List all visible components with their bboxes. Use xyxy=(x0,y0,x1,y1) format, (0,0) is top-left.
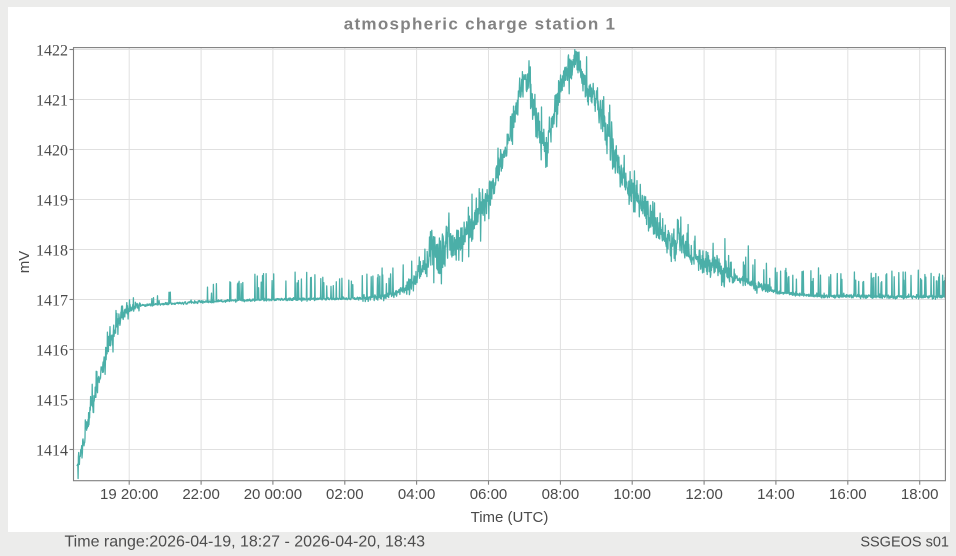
svg-text:19 20:00: 19 20:00 xyxy=(100,486,158,503)
svg-text:20 00:00: 20 00:00 xyxy=(244,486,302,503)
svg-text:Time range:2026-04-19, 18:27 -: Time range:2026-04-19, 18:27 - 2026-04-2… xyxy=(65,534,426,551)
svg-text:1419: 1419 xyxy=(36,193,68,210)
svg-text:atmospheric charge station 1: atmospheric charge station 1 xyxy=(344,15,617,34)
svg-text:16:00: 16:00 xyxy=(829,486,867,503)
svg-text:04:00: 04:00 xyxy=(398,486,436,503)
svg-text:1414: 1414 xyxy=(36,443,68,460)
svg-text:Time (UTC): Time (UTC) xyxy=(471,509,549,526)
svg-text:1420: 1420 xyxy=(36,143,68,160)
svg-text:10:00: 10:00 xyxy=(613,486,651,503)
svg-text:12:00: 12:00 xyxy=(685,486,723,503)
svg-text:06:00: 06:00 xyxy=(470,486,508,503)
svg-text:1422: 1422 xyxy=(36,43,68,60)
svg-text:1416: 1416 xyxy=(36,343,68,360)
svg-text:mV: mV xyxy=(16,251,33,274)
svg-text:1421: 1421 xyxy=(36,93,68,110)
svg-text:1417: 1417 xyxy=(36,293,68,310)
svg-text:1418: 1418 xyxy=(36,243,68,260)
svg-text:02:00: 02:00 xyxy=(326,486,364,503)
svg-text:1415: 1415 xyxy=(36,393,68,410)
svg-text:18:00: 18:00 xyxy=(901,486,939,503)
svg-text:14:00: 14:00 xyxy=(757,486,795,503)
svg-text:22:00: 22:00 xyxy=(182,486,220,503)
svg-text:08:00: 08:00 xyxy=(542,486,580,503)
svg-text:SSGEOS s01: SSGEOS s01 xyxy=(860,535,949,551)
